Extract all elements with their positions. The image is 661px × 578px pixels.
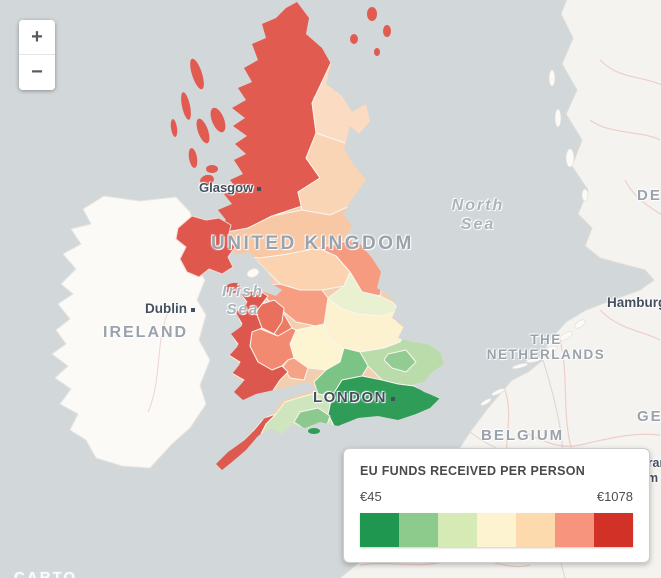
- city-marker: [391, 397, 395, 401]
- country-label-germany-partial: GE: [637, 408, 661, 425]
- region-isle-of-wight[interactable]: [308, 428, 320, 434]
- country-label-ireland: IRELAND: [103, 324, 189, 341]
- legend-swatch-3: [438, 513, 477, 547]
- ireland-land: [51, 195, 211, 469]
- region-northern-ireland[interactable]: [175, 215, 236, 278]
- legend-swatch-2: [399, 513, 438, 547]
- sea-label-north-sea: North Sea: [451, 197, 505, 233]
- country-label-netherlands: THE NETHERLANDS: [466, 332, 626, 362]
- country-label-belgium: BELGIUM: [481, 427, 565, 444]
- legend-color-scale: [360, 513, 633, 547]
- zoom-out-button[interactable]: −: [19, 55, 55, 90]
- legend-min-value: €45: [360, 489, 382, 504]
- legend-panel: EU FUNDS RECEIVED PER PERSON €45 €1078: [343, 448, 650, 563]
- country-label-united-kingdom: UNITED KINGDOM: [211, 233, 414, 254]
- legend-swatch-1: [360, 513, 399, 547]
- legend-max-value: €1078: [596, 489, 633, 504]
- city-marker: [191, 308, 195, 312]
- legend-title: EU FUNDS RECEIVED PER PERSON: [360, 464, 586, 478]
- continental-land: [339, 0, 661, 578]
- country-label-denmark-partial: DE: [637, 187, 661, 204]
- city-label-dublin: Dublin: [145, 301, 195, 316]
- country-label-netherlands-line2: NETHERLANDS: [486, 347, 606, 362]
- legend-swatch-4: [477, 513, 516, 547]
- region-scottish-islands[interactable]: [170, 7, 391, 187]
- region-wales-east[interactable]: [255, 299, 285, 335]
- road-lines: [147, 311, 169, 413]
- region-anglesey[interactable]: [224, 282, 241, 295]
- region-england-cambridge[interactable]: [383, 349, 417, 373]
- region-england-west-midlands[interactable]: [282, 357, 309, 381]
- city-label-london: LONDON: [313, 389, 395, 406]
- zoom-control: + −: [19, 20, 55, 90]
- sea-label-irish-sea: Irish Sea: [222, 283, 264, 318]
- carto-attribution-link[interactable]: CARTO: [14, 569, 78, 578]
- city-label-hamburg: Hamburg: [607, 295, 661, 310]
- city-marker: [257, 187, 262, 191]
- legend-swatch-7: [594, 513, 633, 547]
- coastal-islands: [480, 69, 589, 406]
- legend-swatch-6: [555, 513, 594, 547]
- legend-swatch-5: [516, 513, 555, 547]
- zoom-in-button[interactable]: +: [19, 20, 55, 55]
- isle-of-man: [246, 268, 260, 278]
- country-label-netherlands-line1: THE: [530, 332, 562, 347]
- legend-range: €45 €1078: [360, 489, 633, 504]
- city-label-glasgow: Glasgow: [199, 180, 262, 195]
